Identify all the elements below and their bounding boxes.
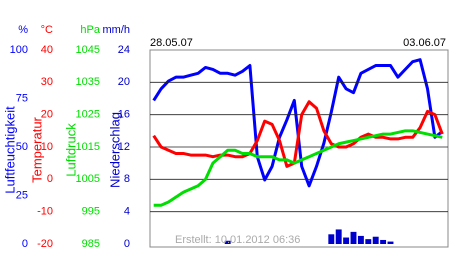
data-line [152,100,444,168]
axis-label: Luftdruck [63,123,78,177]
bar [380,239,387,244]
y-tick-label: 16 [118,109,130,121]
date-label: 03.06.07 [403,37,446,49]
y-tick-label: 100 [10,44,28,56]
y-tick-label: 1015 [76,141,100,153]
axis-unit: mm/h [103,24,131,36]
y-tick-label: 0 [47,173,53,185]
y-tick-label: 1025 [76,109,100,121]
y-tick-label: 20 [118,76,130,88]
y-tick-label: 20 [41,109,53,121]
y-tick-label: 50 [16,141,28,153]
bar [365,239,372,244]
y-tick-label: 12 [118,141,130,153]
y-tick-label: 24 [118,44,130,56]
y-tick-label: -10 [37,206,53,218]
y-tick-label: 25 [16,189,28,201]
y-tick-label: 4 [124,206,130,218]
data-line [153,129,443,207]
axis-unit: % [18,24,28,36]
y-tick-label: 40 [41,44,53,56]
date-label: 28.05.07 [150,37,193,49]
bar [328,234,335,244]
y-tick-label: 75 [16,92,28,104]
bar [350,231,357,244]
bar [357,235,364,244]
y-tick-label: 985 [82,238,100,250]
axis-label: Niederschlag [107,112,122,188]
y-tick-label: 0 [22,238,28,250]
footer: Erstellt: 10.01.2012 06:36 [175,234,300,246]
y-tick-label: 10 [41,141,53,153]
y-tick-label: -20 [37,238,53,250]
y-tick-label: 1045 [76,44,100,56]
bar [343,237,350,244]
axis-label: Temperatur [29,116,44,182]
y-tick-label: 1005 [76,173,100,185]
bar [387,241,394,244]
y-tick-label: 995 [82,206,100,218]
axis-unit: hPa [80,24,100,36]
y-tick-label: 1035 [76,76,100,88]
bar [372,236,379,244]
y-tick-label: 0 [124,238,130,250]
y-tick-label: 8 [124,173,130,185]
y-tick-label: 30 [41,76,53,88]
axis-unit: °C [41,24,53,36]
axis-label: Luftfeuchtigkeit [2,106,17,194]
bar [335,229,342,244]
bar [224,240,231,244]
